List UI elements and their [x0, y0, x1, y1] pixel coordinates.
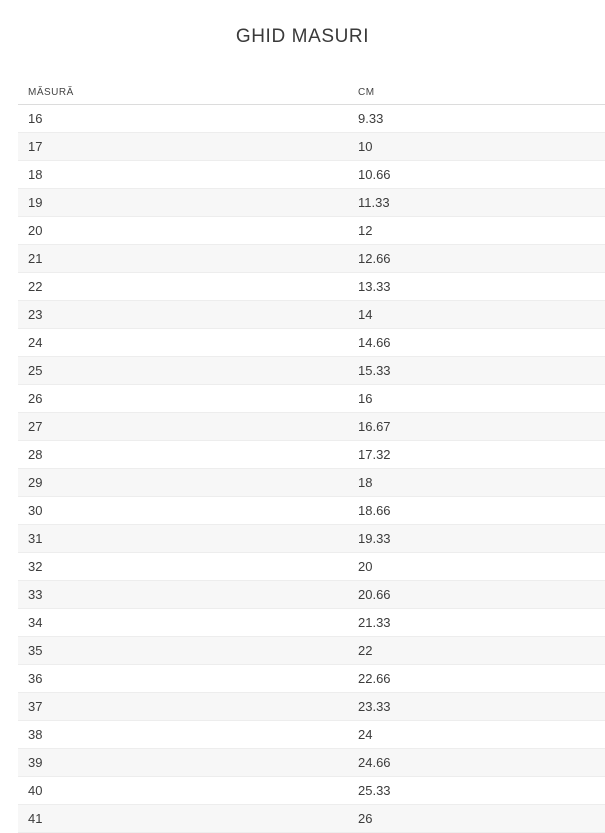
cell-cm: 14.66 [348, 328, 605, 357]
table-row: 41 26 [18, 804, 605, 833]
table-row: 21 12.66 [18, 244, 605, 273]
cell-size: 34 [18, 608, 348, 637]
cell-cm: 10 [348, 132, 605, 161]
cell-size: 37 [18, 692, 348, 721]
cell-size: 26 [18, 384, 348, 413]
table-row: 19 11.33 [18, 188, 605, 217]
cell-cm: 13.33 [348, 272, 605, 301]
page-title: GHID MASURI [235, 26, 370, 47]
cell-size: 29 [18, 468, 348, 497]
cell-size: 33 [18, 580, 348, 609]
column-header-cm: CM [348, 78, 605, 105]
size-table-container: MĂSURĂ CM 16 9.33 17 10 18 10.66 19 11.33 20 12 21… [0, 78, 605, 833]
cell-cm: 18.66 [348, 496, 605, 525]
cell-size: 39 [18, 748, 348, 777]
cell-size: 20 [18, 216, 348, 245]
table-row: 39 24.66 [18, 748, 605, 777]
cell-cm: 20.66 [348, 580, 605, 609]
cell-cm: 23.33 [348, 692, 605, 721]
table-row: 25 15.33 [18, 356, 605, 385]
cell-size: 17 [18, 132, 348, 161]
table-row: 22 13.33 [18, 272, 605, 301]
table-row: 26 16 [18, 384, 605, 413]
table-row: 33 20.66 [18, 580, 605, 609]
table-body: 16 9.33 17 10 18 10.66 19 11.33 20 12 21 12.66 22 13.… [18, 104, 605, 833]
cell-cm: 24.66 [348, 748, 605, 777]
cell-cm: 25.33 [348, 776, 605, 805]
table-row: 16 9.33 [18, 104, 605, 133]
cell-cm: 21.33 [348, 608, 605, 637]
cell-size: 21 [18, 244, 348, 273]
cell-cm: 14 [348, 300, 605, 329]
table-row: 20 12 [18, 216, 605, 245]
table-row: 40 25.33 [18, 776, 605, 805]
cell-size: 31 [18, 524, 348, 553]
cell-cm: 9.33 [348, 104, 605, 133]
table-row: 31 19.33 [18, 524, 605, 553]
cell-size: 19 [18, 188, 348, 217]
table-row: 35 22 [18, 636, 605, 665]
cell-cm: 22.66 [348, 664, 605, 693]
table-header: MĂSURĂ CM [18, 78, 605, 105]
cell-cm: 19.33 [348, 524, 605, 553]
cell-cm: 26 [348, 804, 605, 833]
cell-cm: 11.33 [348, 188, 605, 217]
table-row: 24 14.66 [18, 328, 605, 357]
table-row: 27 16.67 [18, 412, 605, 441]
table-row: 32 20 [18, 552, 605, 581]
table-row: 38 24 [18, 720, 605, 749]
cell-size: 23 [18, 300, 348, 329]
cell-size: 38 [18, 720, 348, 749]
cell-cm: 22 [348, 636, 605, 665]
cell-size: 18 [18, 160, 348, 189]
cell-cm: 16.67 [348, 412, 605, 441]
cell-cm: 24 [348, 720, 605, 749]
table-row: 36 22.66 [18, 664, 605, 693]
cell-size: 30 [18, 496, 348, 525]
table-row: 34 21.33 [18, 608, 605, 637]
cell-size: 16 [18, 104, 348, 133]
cell-cm: 10.66 [348, 160, 605, 189]
column-header-size: MĂSURĂ [18, 78, 348, 105]
cell-cm: 15.33 [348, 356, 605, 385]
cell-size: 35 [18, 636, 348, 665]
cell-size: 24 [18, 328, 348, 357]
table-row: 37 23.33 [18, 692, 605, 721]
cell-size: 41 [18, 804, 348, 833]
cell-size: 28 [18, 440, 348, 469]
table-row: 29 18 [18, 468, 605, 497]
table-header-row: MĂSURĂ CM [18, 78, 605, 105]
cell-cm: 18 [348, 468, 605, 497]
cell-cm: 17.32 [348, 440, 605, 469]
cell-cm: 16 [348, 384, 605, 413]
cell-cm: 12.66 [348, 244, 605, 273]
cell-size: 40 [18, 776, 348, 805]
table-row: 18 10.66 [18, 160, 605, 189]
cell-size: 32 [18, 552, 348, 581]
cell-size: 25 [18, 356, 348, 385]
cell-cm: 20 [348, 552, 605, 581]
cell-size: 27 [18, 412, 348, 441]
cell-size: 22 [18, 272, 348, 301]
cell-cm: 12 [348, 216, 605, 245]
table-row: 23 14 [18, 300, 605, 329]
table-row: 28 17.32 [18, 440, 605, 469]
table-row: 17 10 [18, 132, 605, 161]
table-row: 30 18.66 [18, 496, 605, 525]
cell-size: 36 [18, 664, 348, 693]
size-guide-table: MĂSURĂ CM 16 9.33 17 10 18 10.66 19 11.33 20 12 21… [18, 78, 605, 833]
